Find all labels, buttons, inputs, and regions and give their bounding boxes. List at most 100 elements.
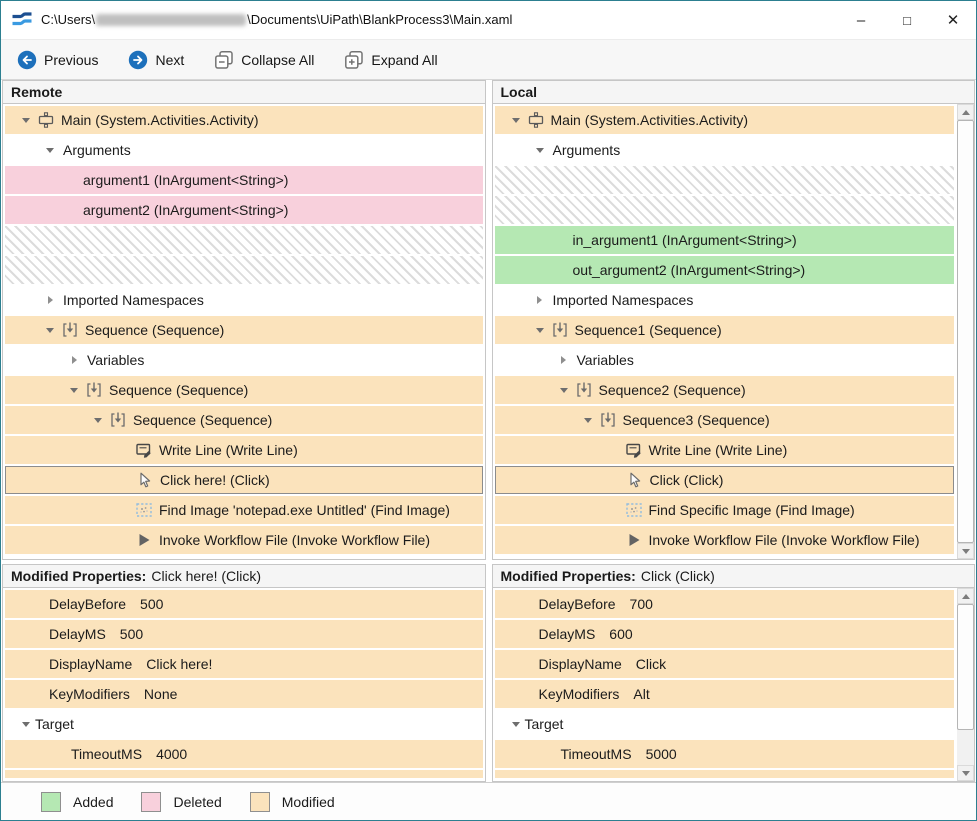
tree-row[interactable]: Arguments xyxy=(494,136,954,164)
scroll-up-button[interactable] xyxy=(957,588,974,604)
property-name: Target xyxy=(35,716,74,732)
tree-row[interactable]: Click here! (Click) xyxy=(5,466,483,494)
toolbar-button-label: Previous xyxy=(44,51,99,68)
scroll-track[interactable] xyxy=(957,604,974,765)
scroll-track[interactable] xyxy=(957,120,974,543)
local-tree-scrollbar[interactable] xyxy=(957,104,974,559)
chevron-down-icon[interactable] xyxy=(65,388,83,393)
legend-swatch xyxy=(141,791,162,812)
scroll-thumb[interactable] xyxy=(957,120,974,543)
property-row[interactable]: Target xyxy=(494,710,954,738)
tree-row-label: Arguments xyxy=(552,142,621,158)
tree-row[interactable]: out_argument2 (InArgument<String>) xyxy=(494,256,954,284)
minimize-button[interactable]: – xyxy=(856,11,866,29)
chevron-right-icon[interactable] xyxy=(41,296,59,304)
tree-row[interactable]: Sequence (Sequence) xyxy=(5,316,483,344)
tree-row[interactable]: Sequence2 (Sequence) xyxy=(494,376,954,404)
tree-row[interactable]: argument2 (InArgument<String>) xyxy=(5,196,483,224)
tree-row[interactable]: Sequence (Sequence) xyxy=(5,406,483,434)
remote-panel-header: Remote xyxy=(2,80,486,104)
property-row[interactable]: TimeoutMS 4000 xyxy=(5,740,483,768)
property-row[interactable]: TimeoutMS 5000 xyxy=(494,740,954,768)
maximize-button[interactable]: □ xyxy=(903,12,911,28)
tree-row[interactable]: Main (System.Activities.Activity) xyxy=(5,106,483,134)
remote-props-panel: DelayBefore 500 DelayMS 500 DisplayName Click… xyxy=(2,588,486,782)
tree-row[interactable]: Variables xyxy=(5,346,483,374)
toolbar-button-label: Expand All xyxy=(371,51,438,68)
tree-row[interactable]: Imported Namespaces xyxy=(494,286,954,314)
tree-row[interactable]: Variables xyxy=(494,346,954,374)
tree-row[interactable]: in_argument1 (InArgument<String>) xyxy=(494,226,954,254)
collapse-all-button[interactable]: Collapse All xyxy=(214,50,314,70)
chevron-down-icon[interactable] xyxy=(579,418,597,423)
chevron-down-icon[interactable] xyxy=(41,148,59,153)
chevron-right-icon[interactable] xyxy=(531,296,549,304)
tree-row[interactable]: Find Specific Image (Find Image) xyxy=(494,496,954,524)
scroll-down-button[interactable] xyxy=(957,543,974,559)
property-row[interactable]: DelayBefore 700 xyxy=(494,590,954,618)
property-row[interactable]: KeyModifiers Alt xyxy=(494,680,954,708)
chevron-right-icon[interactable] xyxy=(65,356,83,364)
scroll-down-button[interactable] xyxy=(957,765,974,781)
tree-row[interactable]: Sequence1 (Sequence) xyxy=(494,316,954,344)
property-row[interactable]: DelayMS 500 xyxy=(5,620,483,648)
property-name: DelayBefore xyxy=(538,596,616,612)
chevron-down-icon[interactable] xyxy=(89,418,107,423)
tree-row[interactable]: Find Image 'notepad.exe Untitled' (Find … xyxy=(5,496,483,524)
property-row[interactable]: DelayBefore 500 xyxy=(5,590,483,618)
scroll-up-button[interactable] xyxy=(957,104,974,120)
sequence-icon xyxy=(83,381,105,399)
sequence-icon xyxy=(107,411,129,429)
chevron-down-icon[interactable] xyxy=(17,722,35,727)
expand-all-icon xyxy=(344,50,364,70)
placeholder-row xyxy=(494,196,954,224)
chevron-down-icon[interactable] xyxy=(507,722,525,727)
chevron-down-icon[interactable] xyxy=(555,388,573,393)
tree-row-label: Invoke Workflow File (Invoke Workflow Fi… xyxy=(159,532,430,548)
property-row[interactable]: DelayMS 600 xyxy=(494,620,954,648)
tree-row[interactable]: Arguments xyxy=(5,136,483,164)
chevron-right-icon[interactable] xyxy=(555,356,573,364)
property-value: 5000 xyxy=(645,746,677,762)
placeholder-row xyxy=(5,256,483,284)
tree-row[interactable]: Imported Namespaces xyxy=(5,286,483,314)
expand-all-button[interactable]: Expand All xyxy=(344,50,438,70)
property-row[interactable]: DisplayName Click here! xyxy=(5,650,483,678)
tree-row[interactable]: argument1 (InArgument<String>) xyxy=(5,166,483,194)
tree-row-label: Write Line (Write Line) xyxy=(648,442,788,458)
tree-row[interactable]: Invoke Workflow File (Invoke Workflow Fi… xyxy=(494,526,954,554)
legend: Added Deleted Modified xyxy=(1,782,976,820)
scroll-thumb[interactable] xyxy=(957,604,974,730)
tree-row[interactable]: Click (Click) xyxy=(494,466,954,494)
tree-row[interactable]: Sequence (Sequence) xyxy=(5,376,483,404)
next-button[interactable]: Next xyxy=(128,50,184,70)
legend-swatch xyxy=(249,791,270,812)
tree-row[interactable]: Sequence3 (Sequence) xyxy=(494,406,954,434)
redacted-username xyxy=(96,13,247,26)
chevron-down-icon[interactable] xyxy=(531,328,549,333)
chevron-down-icon[interactable] xyxy=(507,118,525,123)
placeholder-row xyxy=(5,226,483,254)
local-props-scrollbar[interactable] xyxy=(957,588,974,781)
property-row[interactable]: DisplayName Click xyxy=(494,650,954,678)
chevron-down-icon[interactable] xyxy=(531,148,549,153)
property-name: KeyModifiers xyxy=(49,686,130,702)
property-row[interactable]: KeyModifiers None xyxy=(5,680,483,708)
chevron-down-icon[interactable] xyxy=(41,328,59,333)
tree-row[interactable]: Invoke Workflow File (Invoke Workflow Fi… xyxy=(5,526,483,554)
tree-row-label: Main (System.Activities.Activity) xyxy=(550,112,749,128)
remote-props-header: Modified Properties: Click here! (Click) xyxy=(2,564,486,588)
property-row[interactable]: Target xyxy=(5,710,483,738)
tree-row-label: Sequence (Sequence) xyxy=(85,322,225,338)
chevron-down-icon[interactable] xyxy=(17,118,35,123)
write-line-icon xyxy=(133,441,155,459)
property-name: DelayBefore xyxy=(49,596,127,612)
previous-button[interactable]: Previous xyxy=(17,50,98,70)
close-button[interactable]: ✕ xyxy=(946,12,960,29)
tree-row[interactable]: Write Line (Write Line) xyxy=(494,436,954,464)
tree-row[interactable]: Main (System.Activities.Activity) xyxy=(494,106,954,134)
tree-row-label: Click here! (Click) xyxy=(160,472,270,488)
tree-row[interactable]: Write Line (Write Line) xyxy=(5,436,483,464)
legend-item-modified: Modified xyxy=(249,791,335,812)
